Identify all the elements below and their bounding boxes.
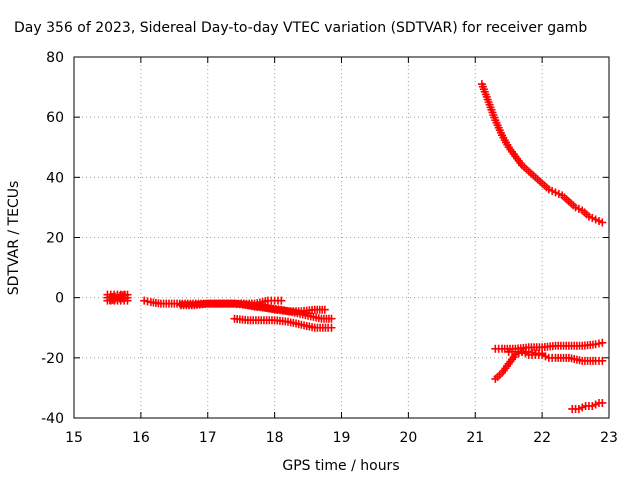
data-point: [277, 296, 286, 305]
y-tick-label: 20: [46, 231, 64, 247]
axis-ticks: [73, 56, 610, 419]
data-point: [598, 356, 607, 365]
x-tick-label: 22: [533, 430, 551, 446]
x-tick-label: 21: [466, 430, 484, 446]
data-point: [598, 218, 607, 227]
x-tick-label: 16: [132, 430, 150, 446]
x-tick-label: 19: [333, 430, 351, 446]
data-point: [123, 296, 132, 305]
y-axis-label: SDTVAR / TECUs: [6, 181, 22, 296]
x-tick-label: 17: [199, 430, 217, 446]
x-tick-labels: 15 16 17 18 19 20 21 22 23: [65, 430, 618, 446]
y-tick-label: 0: [55, 291, 64, 307]
x-tick-label: 20: [399, 430, 417, 446]
data-point: [598, 338, 607, 347]
data-point: [327, 314, 336, 323]
series-9: [504, 347, 547, 358]
series-1: [103, 290, 132, 305]
data-points: [103, 80, 607, 413]
y-tick-label: 80: [46, 50, 64, 66]
y-tick-label: -40: [41, 411, 64, 427]
data-point: [538, 349, 547, 358]
x-axis-label: GPS time / hours: [282, 458, 399, 474]
series-7: [491, 338, 607, 353]
data-point: [320, 305, 329, 314]
y-tick-label: 60: [46, 110, 64, 126]
grid-lines: [74, 57, 609, 418]
x-tick-label: 23: [600, 430, 618, 446]
y-tick-labels: -40 -20 0 20 40 60 80: [41, 50, 64, 427]
data-point: [327, 323, 336, 332]
x-tick-label: 18: [266, 430, 284, 446]
series-6: [477, 80, 607, 227]
y-tick-label: 40: [46, 170, 64, 186]
series-10: [568, 398, 607, 413]
series-5: [230, 314, 336, 332]
x-tick-label: 15: [65, 430, 83, 446]
chart-title: Day 356 of 2023, Sidereal Day-to-day VTE…: [14, 20, 587, 36]
data-point: [598, 398, 607, 407]
series-4: [237, 299, 336, 323]
y-tick-label: -20: [41, 351, 64, 367]
